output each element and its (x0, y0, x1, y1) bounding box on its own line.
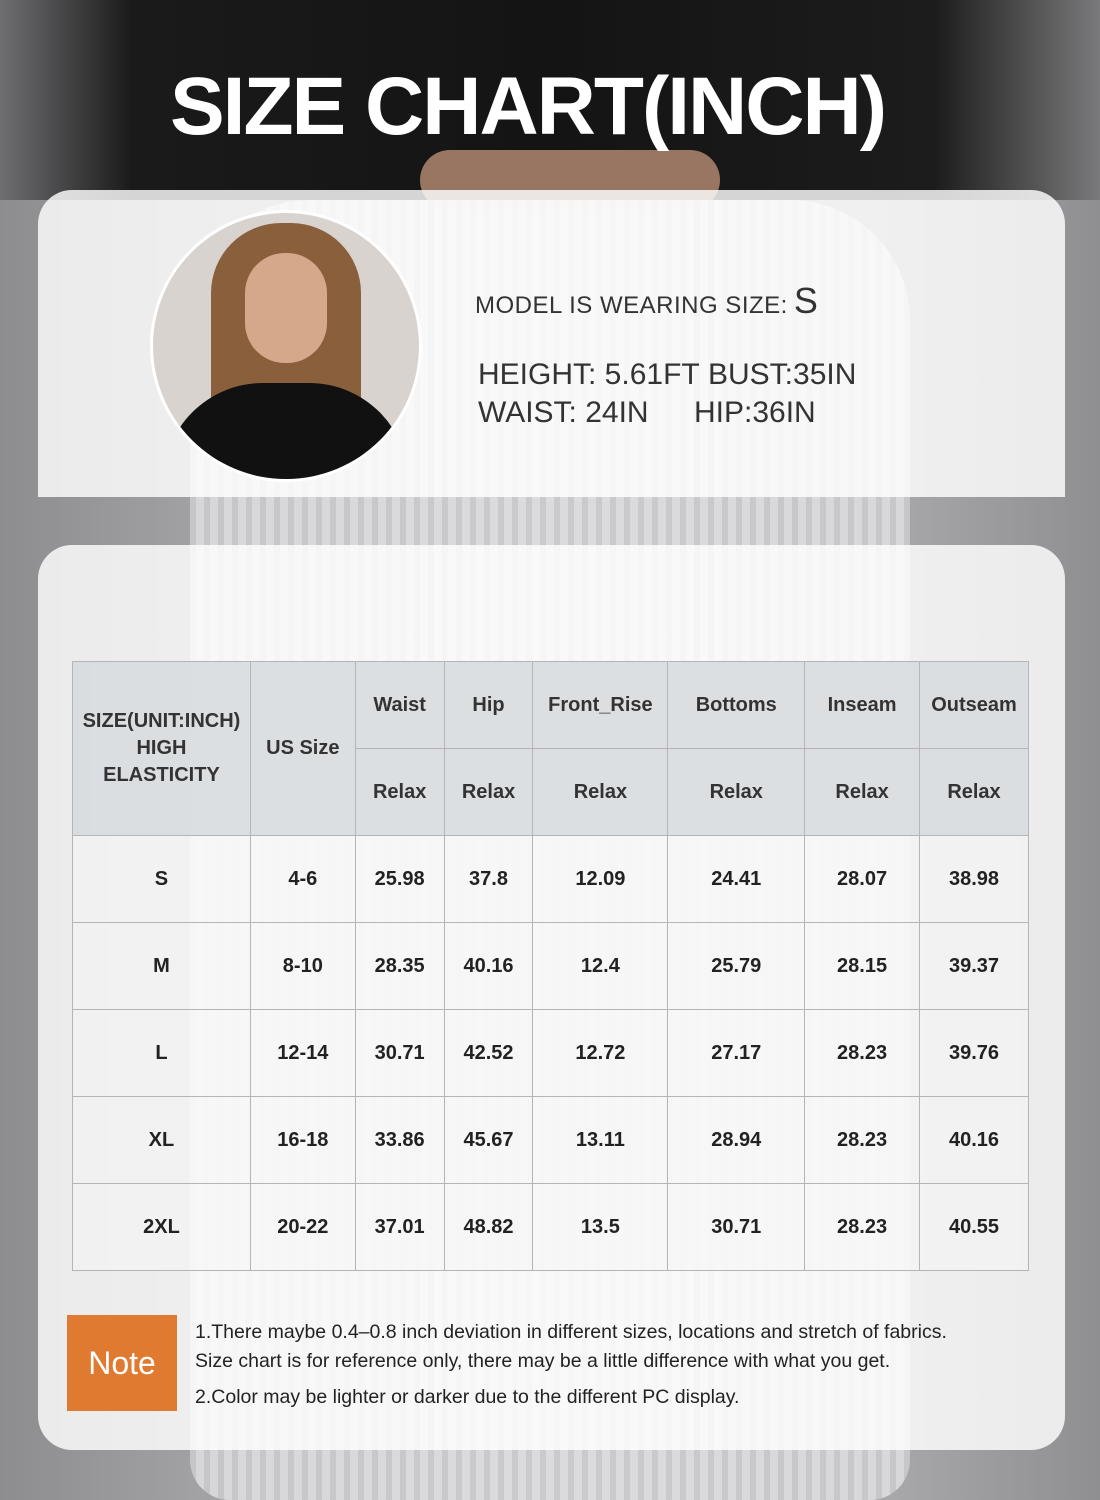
table-cell: 40.16 (919, 1096, 1029, 1184)
table-cell: 28.23 (804, 1009, 920, 1097)
table-cell: 12.72 (532, 1009, 669, 1097)
table-cell: 24.41 (667, 835, 806, 923)
corner-header: SIZE(UNIT:INCH) HIGH ELASTICITY (72, 661, 251, 836)
table-row: L 12-14 30.71 42.52 12.72 27.17 28.23 39.76 (72, 1009, 1029, 1097)
sub-header: Relax (804, 748, 920, 836)
table-cell: 39.76 (919, 1009, 1029, 1097)
note-line: 1.There maybe 0.4–0.8 inch deviation in … (195, 1321, 947, 1343)
column-header: Waist (354, 661, 445, 749)
size-cell: 2XL (72, 1183, 251, 1271)
column-header: Hip (443, 661, 534, 749)
sub-header: Relax (667, 748, 806, 836)
size-cell: XL (72, 1096, 251, 1184)
wearing-size: S (793, 280, 819, 321)
table-cell: 40.55 (919, 1183, 1029, 1271)
table-cell: 28.15 (804, 922, 920, 1010)
sub-header: Relax (532, 748, 669, 836)
size-cell: M (72, 922, 251, 1010)
table-cell: 16-18 (249, 1096, 356, 1184)
sub-header: Relax (354, 748, 445, 836)
table-cell: 30.71 (667, 1183, 806, 1271)
column-header: Front_Rise (532, 661, 669, 749)
table-cell: 12-14 (249, 1009, 356, 1097)
size-cell: S (72, 835, 251, 923)
model-wearing-size: MODEL IS WEARING SIZE: S (475, 280, 818, 322)
table-cell: 28.35 (354, 922, 445, 1010)
table-cell: 28.23 (804, 1183, 920, 1271)
size-table: SIZE(UNIT:INCH) HIGH ELASTICITY US Size … (72, 661, 1029, 1271)
column-header: Outseam (919, 661, 1029, 749)
table-cell: 12.4 (532, 922, 669, 1010)
table-cell: 48.82 (443, 1183, 534, 1271)
model-face (245, 253, 327, 363)
table-cell: 25.98 (354, 835, 445, 923)
table-cell: 33.86 (354, 1096, 445, 1184)
table-cell: 28.23 (804, 1096, 920, 1184)
us-size-header: US Size (249, 661, 356, 836)
table-cell: 8-10 (249, 922, 356, 1010)
sub-header: Relax (443, 748, 534, 836)
table-row: 2XL 20-22 37.01 48.82 13.5 30.71 28.23 40.55 (72, 1183, 1029, 1271)
table-cell: 37.8 (443, 835, 534, 923)
column-header: Inseam (804, 661, 920, 749)
table-cell: 4-6 (249, 835, 356, 923)
table-cell: 40.16 (443, 922, 534, 1010)
wearing-label: MODEL IS WEARING SIZE: (475, 292, 788, 319)
note-line: Size chart is for reference only, there … (195, 1350, 891, 1372)
note-line: 2.Color may be lighter or darker due to … (195, 1386, 740, 1408)
table-cell: 42.52 (443, 1009, 534, 1097)
table-cell: 39.37 (919, 922, 1029, 1010)
table-cell: 25.79 (667, 922, 806, 1010)
table-cell: 45.67 (443, 1096, 534, 1184)
table-cell: 30.71 (354, 1009, 445, 1097)
column-header: Bottoms (667, 661, 806, 749)
model-height: HEIGHT: 5.61FT (478, 358, 700, 391)
page-title: SIZE CHART(INCH) (169, 61, 887, 152)
corner-header-line: SIZE(UNIT:INCH) (82, 710, 241, 732)
model-bust: BUST:35IN (708, 358, 857, 391)
model-waist: WAIST: 24IN (478, 396, 649, 429)
table-cell: 20-22 (249, 1183, 356, 1271)
note-label: Note (67, 1315, 177, 1411)
table-row: S 4-6 25.98 37.8 12.09 24.41 28.07 38.98 (72, 835, 1029, 923)
model-top (163, 383, 409, 479)
table-cell: 37.01 (354, 1183, 445, 1271)
model-photo (150, 210, 422, 482)
table-cell: 28.07 (804, 835, 920, 923)
table-cell: 13.11 (532, 1096, 669, 1184)
table-cell: 12.09 (532, 835, 669, 923)
table-cell: 27.17 (667, 1009, 806, 1097)
corner-header-line: HIGH (136, 737, 187, 759)
model-hip: HIP:36IN (694, 396, 816, 429)
table-row: M 8-10 28.35 40.16 12.4 25.79 28.15 39.37 (72, 922, 1029, 1010)
sub-header: Relax (919, 748, 1029, 836)
table-cell: 13.5 (532, 1183, 669, 1271)
table-cell: 38.98 (919, 835, 1029, 923)
corner-header-line: ELASTICITY (103, 764, 220, 786)
size-cell: L (72, 1009, 251, 1097)
table-row: XL 16-18 33.86 45.67 13.11 28.94 28.23 40.16 (72, 1096, 1029, 1184)
table-cell: 28.94 (667, 1096, 806, 1184)
